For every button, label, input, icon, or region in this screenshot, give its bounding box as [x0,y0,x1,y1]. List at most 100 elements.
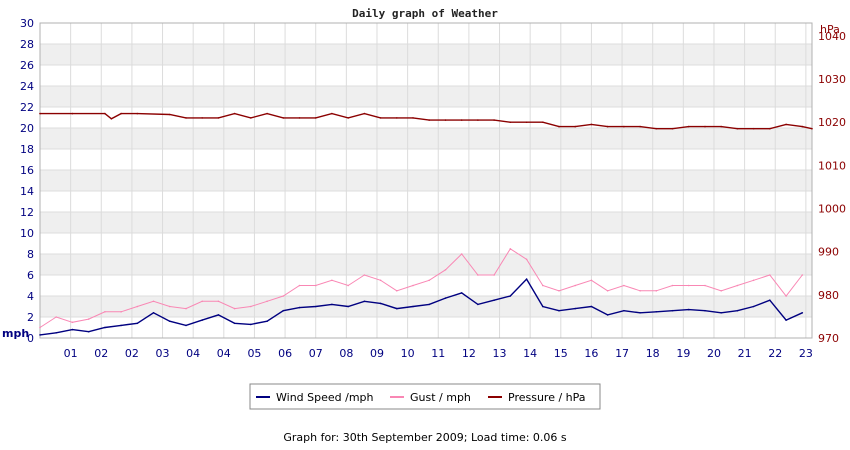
data-point-gust [655,290,658,292]
data-point-pressure [704,125,706,128]
data-point-gust [298,284,301,287]
data-point-gust [379,279,382,282]
data-point-wind [55,332,57,334]
x-tick-label: 20 [707,347,721,360]
data-point-gust [623,284,625,287]
data-point-wind [606,314,609,316]
data-point-pressure [525,121,528,123]
data-point-pressure [412,117,414,119]
data-point-pressure [217,117,220,119]
data-point-wind [460,292,463,294]
x-tick-label: 09 [370,347,384,360]
data-point-pressure [769,127,771,130]
data-point-gust [752,279,755,282]
data-point-pressure [574,125,576,128]
data-point-wind [493,299,495,302]
data-point-wind [396,307,398,310]
data-point-wind [104,326,106,329]
data-point-wind [736,309,739,312]
data-point-wind [152,312,155,314]
x-ticks: 01 02 02 03 04 04 05 06 07 08 09 10 11 12 13 14 15 16 17 18… [64,347,813,360]
data-point-gust [250,305,252,308]
data-point-gust [639,290,641,292]
data-point-wind [87,330,90,333]
data-point-wind [347,305,350,308]
data-point-gust [509,248,512,250]
data-point-wind [331,303,333,306]
data-point-gust [55,316,57,318]
data-point-gust [785,295,787,297]
data-point-wind [379,302,382,305]
data-point-gust [217,300,220,303]
x-tick-label: 02 [125,347,139,360]
data-point-wind [217,314,220,316]
y-left-tick-label: 14 [20,185,34,198]
data-point-gust [769,274,771,276]
data-point-gust [168,305,171,308]
data-point-gust [104,311,106,313]
data-point-gust [87,318,90,320]
y-right-tick-label: 970 [818,332,839,345]
y-right-tick-label: 1030 [818,73,846,86]
y-right-tick-label: 980 [818,289,839,302]
footer-status: Graph for: 30th September 2009; Load tim… [283,431,567,444]
weather-chart: Daily graph of Weather 02468101214161820… [2,7,846,410]
data-point-gust [801,274,804,276]
data-point-pressure [811,127,813,130]
data-point-gust [282,295,285,297]
data-point-pressure [396,117,398,119]
data-point-wind [136,322,139,325]
data-point-gust [574,284,576,287]
data-point-pressure [71,112,74,115]
data-point-pressure [493,119,495,121]
y-left-tick-label: 30 [20,17,34,30]
plot-band [40,254,812,275]
data-point-wind [655,311,658,313]
data-point-wind [314,305,317,308]
data-point-gust [331,279,333,282]
x-tick-label: 21 [738,347,752,360]
data-point-pressure [110,118,113,120]
data-point-wind [687,308,690,311]
y-left-unit: mph [2,327,29,340]
data-point-gust [590,279,593,282]
plot-frame [39,22,813,339]
data-point-pressure [801,125,804,128]
y-left-tick-label: 16 [20,164,34,177]
plot-band [40,212,812,233]
data-point-wind [509,295,512,297]
x-tick-label: 02 [94,347,108,360]
data-point-gust [39,326,41,329]
y-left-tick-label: 22 [20,101,34,114]
data-point-pressure [298,117,301,119]
data-point-wind [542,305,544,308]
data-point-pressure [687,125,690,128]
y-left-tick-label: 8 [27,248,34,261]
data-point-wind [785,319,787,321]
data-point-pressure [331,112,333,115]
data-point-pressure [655,127,658,130]
data-point-pressure [39,112,41,115]
data-point-pressure [623,125,625,128]
data-point-pressure [428,119,431,121]
legend-item-pressure: Pressure / hPa [488,391,586,404]
data-point-wind [266,320,268,323]
data-point-wind [574,307,576,310]
data-point-pressure [542,121,544,123]
plot-band [40,128,812,149]
data-point-gust [444,269,447,271]
data-point-wind [801,312,804,314]
data-point-pressure [509,121,512,123]
x-tick-label: 04 [217,347,231,360]
data-point-wind [590,305,593,308]
x-tick-label: 23 [799,347,813,360]
x-tick-label: 15 [554,347,568,360]
y-right-tick-label: 1020 [818,116,846,129]
data-point-pressure [347,117,350,119]
y-left-tick-label: 6 [27,269,34,282]
data-point-pressure [282,117,285,119]
data-point-pressure [639,125,641,128]
plot-band [40,170,812,191]
data-point-pressure [720,125,722,128]
